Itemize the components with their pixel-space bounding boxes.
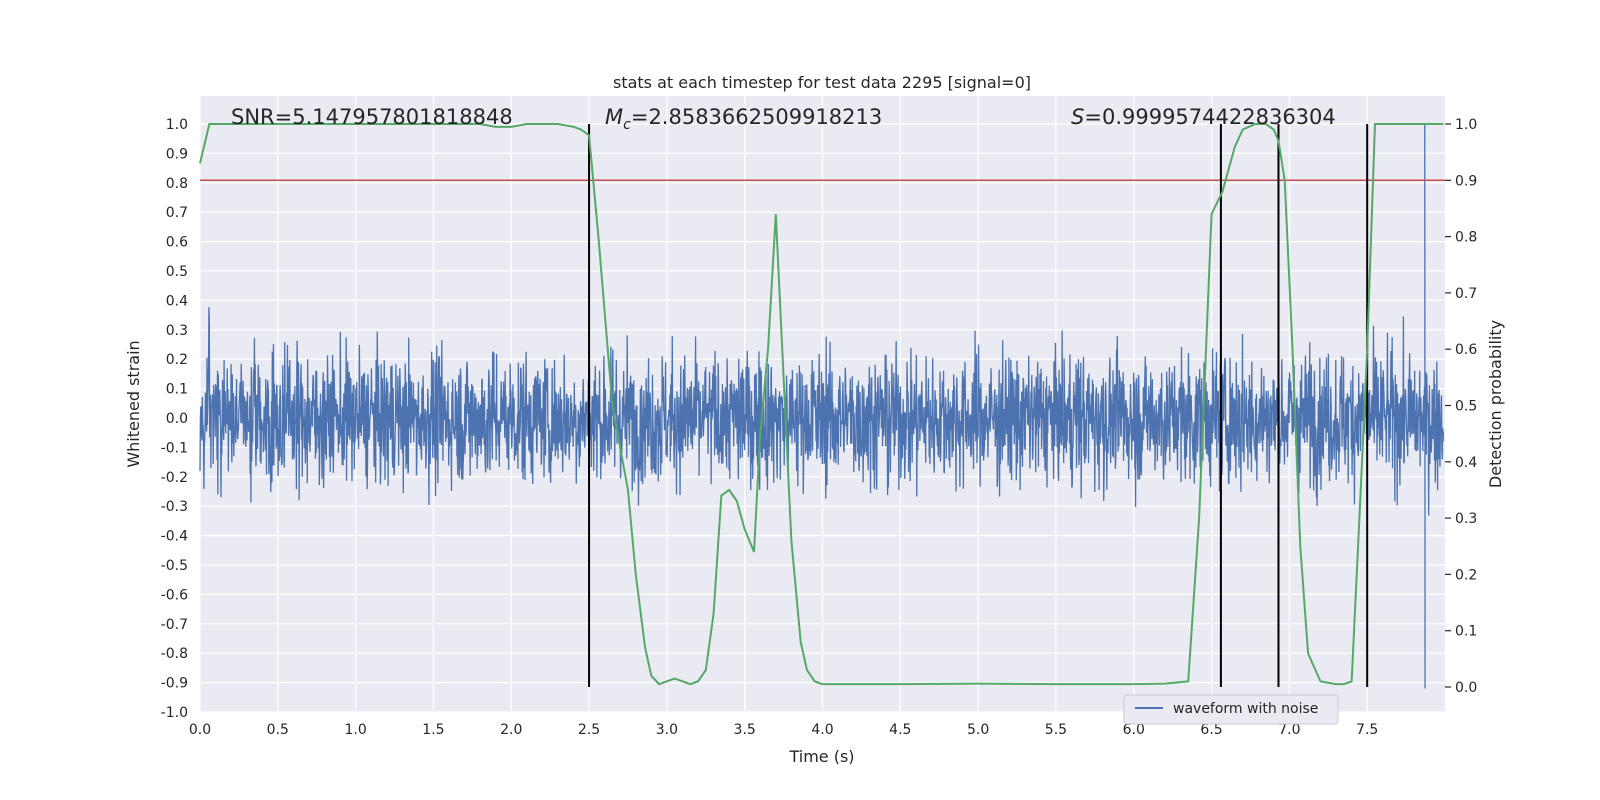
y-tick-label: 0.2 bbox=[166, 352, 188, 368]
x-tick-label: 3.0 bbox=[656, 722, 678, 738]
x-tick-label: 5.0 bbox=[967, 722, 989, 738]
right-tick-label: 0.6 bbox=[1455, 342, 1477, 358]
y-tick-label: -0.2 bbox=[161, 470, 188, 486]
waveform-line bbox=[199, 123, 1445, 689]
y-tick-label: -0.1 bbox=[161, 440, 188, 456]
x-tick-label: 7.0 bbox=[1278, 722, 1300, 738]
x-tick-label: 2.5 bbox=[578, 722, 600, 738]
x-tick-label: 7.5 bbox=[1356, 722, 1378, 738]
x-tick-label: 0.0 bbox=[189, 722, 211, 738]
y-tick-label: 0.0 bbox=[166, 411, 188, 427]
y-tick-label: -0.7 bbox=[161, 617, 188, 633]
y-tick-label: -0.8 bbox=[161, 646, 188, 662]
right-tick-label: 0.1 bbox=[1455, 624, 1477, 640]
right-axis-label: Detection probability bbox=[1486, 320, 1505, 488]
y-tick-label: 0.3 bbox=[166, 323, 188, 339]
x-tick-label: 6.0 bbox=[1123, 722, 1145, 738]
snr-annotation: SNR=5.147957801818848 bbox=[231, 105, 513, 129]
legend-entry: waveform with noise bbox=[1173, 701, 1318, 717]
y-tick-label: -1.0 bbox=[161, 705, 188, 721]
probability-line bbox=[199, 123, 1444, 686]
x-tick-label: 0.5 bbox=[267, 722, 289, 738]
x-axis-ticks: 0.0 0.5 1.0 1.5 2.0 2.5 3.0 3.5 4.0 4.5 5.0 5.5 6.0 6… bbox=[189, 722, 1378, 738]
right-tick-label: 0.8 bbox=[1455, 230, 1477, 246]
y-tick-label: -0.5 bbox=[161, 558, 188, 574]
x-tick-label: 6.5 bbox=[1200, 722, 1222, 738]
mc-value: 2.8583662509918213 bbox=[648, 105, 882, 129]
right-tick-label: 0.5 bbox=[1455, 399, 1477, 415]
y-tick-label: 0.1 bbox=[166, 382, 188, 398]
y-tick-label: 0.4 bbox=[166, 293, 188, 309]
s-prefix: = bbox=[1084, 105, 1102, 129]
right-tick-label: 0.3 bbox=[1455, 511, 1477, 527]
probability-series bbox=[199, 123, 1444, 686]
mc-annotation: Mc=2.8583662509918213 bbox=[605, 105, 882, 133]
y-tick-label: -0.6 bbox=[161, 587, 188, 603]
snr-prefix: SNR= bbox=[231, 105, 292, 129]
chart-title: stats at each timestep for test data 229… bbox=[613, 73, 1031, 92]
legend-box bbox=[1123, 694, 1339, 725]
right-tick-label: 0.0 bbox=[1455, 680, 1477, 696]
legend: waveform with noise bbox=[1123, 694, 1339, 725]
right-tick-label: 0.4 bbox=[1455, 455, 1477, 471]
y-tick-label: 0.7 bbox=[166, 205, 188, 221]
mc-subscript: c bbox=[623, 117, 631, 133]
y-axis-label: Whitened strain bbox=[124, 340, 143, 467]
mc-symbol: M bbox=[605, 105, 623, 129]
x-tick-label: 5.5 bbox=[1045, 722, 1067, 738]
y-tick-label: -0.3 bbox=[161, 499, 188, 515]
right-tick-label: 0.7 bbox=[1455, 286, 1477, 302]
x-tick-label: 4.0 bbox=[811, 722, 833, 738]
vertical-markers bbox=[588, 124, 1369, 687]
waveform-series bbox=[199, 123, 1445, 689]
s-annotation: S=0.9999574422836304 bbox=[1071, 105, 1336, 129]
right-tick-label: 1.0 bbox=[1455, 117, 1477, 133]
y-axis-ticks: 1.0 0.9 0.8 0.7 0.6 0.5 0.4 0.3 0.2 0.1 0.0 -0.1 -0.… bbox=[161, 117, 188, 721]
right-tick-label: 0.2 bbox=[1455, 567, 1477, 583]
right-tick-label: 0.9 bbox=[1455, 173, 1477, 189]
y-tick-label: 0.9 bbox=[166, 146, 188, 162]
y-tick-label: 0.6 bbox=[166, 235, 188, 251]
s-value: 0.9999574422836304 bbox=[1102, 105, 1336, 129]
y-tick-label: -0.4 bbox=[161, 529, 188, 545]
x-tick-label: 1.5 bbox=[422, 722, 444, 738]
x-axis-label: Time (s) bbox=[788, 747, 854, 766]
right-axis-ticks: 1.0 0.9 0.8 0.7 0.6 0.5 0.4 0.3 0.2 0.1 0.0 bbox=[1445, 117, 1477, 696]
mc-prefix: = bbox=[631, 105, 649, 129]
x-tick-label: 2.0 bbox=[500, 722, 522, 738]
y-tick-label: 0.8 bbox=[166, 176, 188, 192]
s-symbol: S bbox=[1071, 105, 1084, 129]
y-tick-label: 1.0 bbox=[166, 117, 188, 133]
x-tick-label: 1.0 bbox=[344, 722, 366, 738]
snr-value: 5.147957801818848 bbox=[292, 105, 512, 129]
y-tick-label: -0.9 bbox=[161, 676, 188, 692]
x-tick-label: 4.5 bbox=[889, 722, 911, 738]
x-tick-label: 3.5 bbox=[734, 722, 756, 738]
y-tick-label: 0.5 bbox=[166, 264, 188, 280]
